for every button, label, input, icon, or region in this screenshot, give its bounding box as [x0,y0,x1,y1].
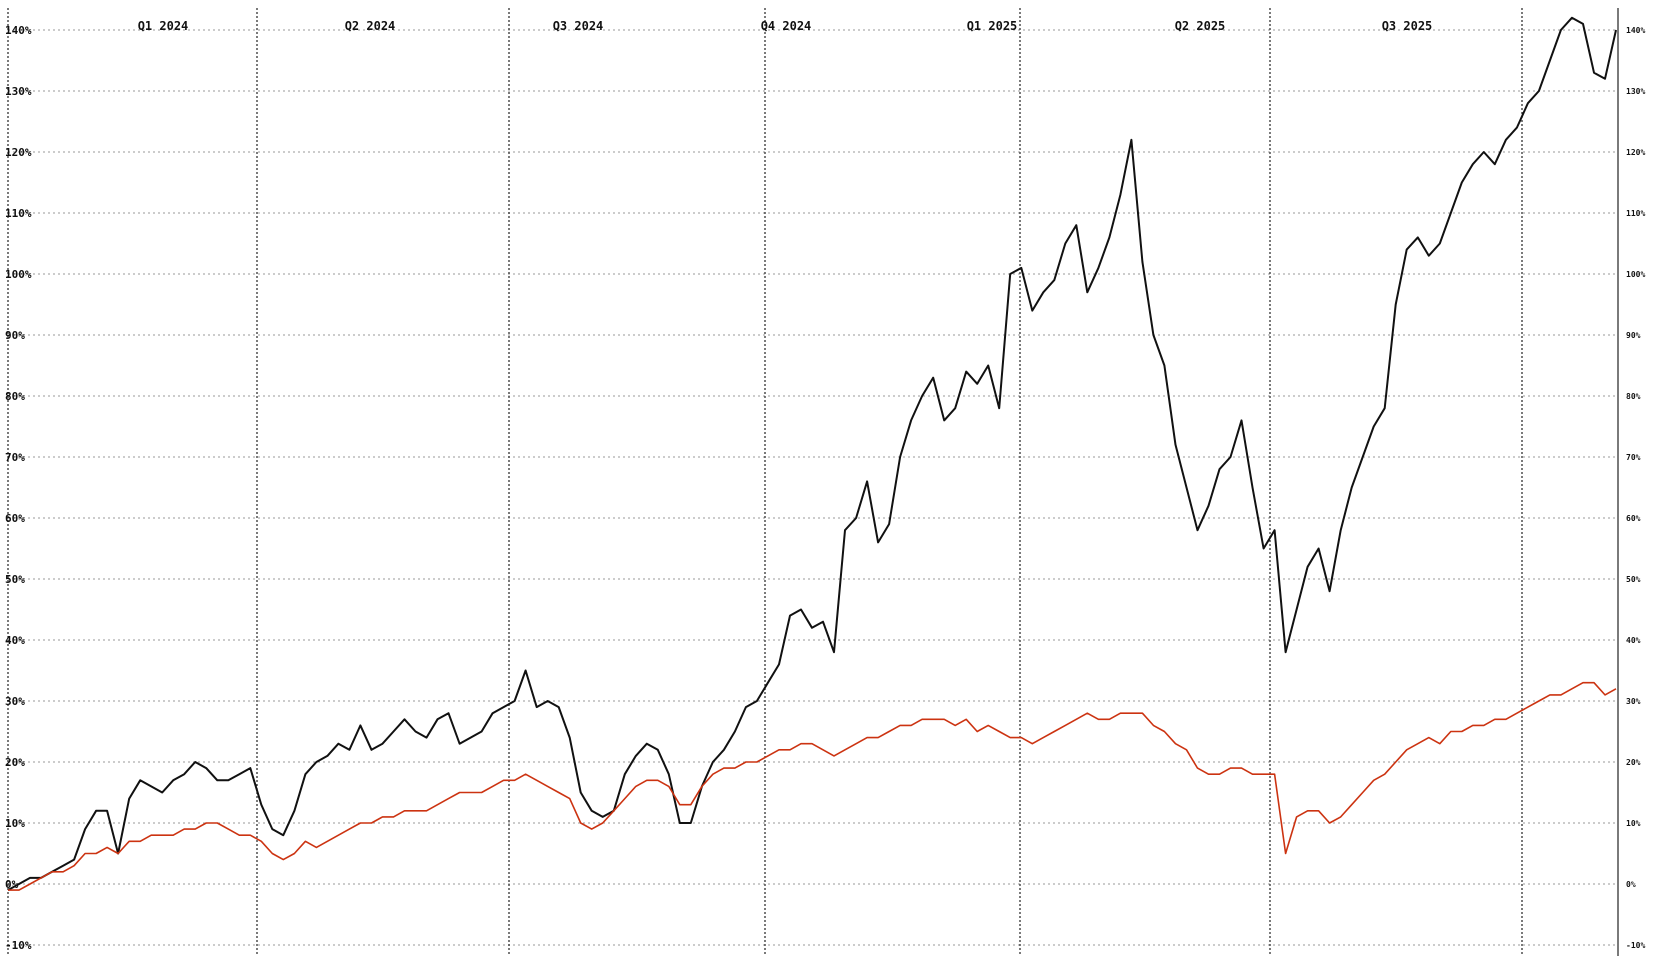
y-tick-label-left: 20% [5,756,25,769]
y-tick-label-left: 40% [5,634,25,647]
series-lines [7,16,1617,891]
quarter-label: Q3 2024 [553,19,604,33]
y-tick-label-right: 20% [1626,758,1641,767]
quarter-label: Q1 2025 [967,19,1018,33]
y-tick-label-left: 70% [5,451,25,464]
y-tick-label-left: 130% [5,85,32,98]
y-tick-label-right: 130% [1626,87,1645,96]
y-tick-label-left: 30% [5,695,25,708]
y-tick-label-left: 110% [5,207,32,220]
y-tick-label-left: 10% [5,817,25,830]
series-line-red [8,681,1617,891]
y-tick-label-right: 50% [1626,575,1641,584]
y-tick-label-right: 60% [1626,514,1641,523]
y-tick-label-right: 120% [1626,148,1645,157]
y-tick-label-right: 0% [1626,880,1636,889]
y-tick-label-left: 0% [5,878,19,891]
right-axis-tick-labels: 140% 130% 120% 110% 100% 90% 80% 70% 60% 50% 40% 30… [1626,26,1645,950]
y-tick-label-right: 80% [1626,392,1641,401]
quarter-dividers [7,8,1523,956]
y-tick-label-right: 40% [1626,636,1641,645]
quarter-label: Q2 2025 [1175,19,1226,33]
y-tick-label-left: 50% [5,573,25,586]
quarter-label: Q4 2024 [761,19,812,33]
y-tick-label-left: -10% [5,939,32,952]
quarter-labels: Q1 2024 Q2 2024 Q3 2024 Q4 2024 Q1 2025 Q2 20… [138,19,1433,33]
y-tick-label-left: 80% [5,390,25,403]
y-tick-label-left: 60% [5,512,25,525]
y-tick-label-left: 100% [5,268,32,281]
y-tick-label-left: 140% [5,24,32,37]
quarter-label: Q1 2024 [138,19,189,33]
y-tick-label-right: 140% [1626,26,1645,35]
horizontal-gridlines [8,29,1618,946]
y-tick-label-left: 120% [5,146,32,159]
y-tick-label-left: 90% [5,329,25,342]
y-tick-label-right: 110% [1626,209,1645,218]
series-line-black [7,16,1617,891]
y-tick-label-right: 90% [1626,331,1641,340]
left-axis-tick-labels: 140% 130% 120% 110% 100% 90% 80% 70% 60% 50% 40% 30… [5,24,32,952]
y-tick-label-right: -10% [1626,941,1645,950]
y-tick-label-right: 30% [1626,697,1641,706]
y-tick-label-right: 10% [1626,819,1641,828]
quarter-label: Q3 2025 [1382,19,1433,33]
quarter-label: Q2 2024 [345,19,396,33]
y-tick-label-right: 100% [1626,270,1645,279]
y-tick-label-right: 70% [1626,453,1641,462]
